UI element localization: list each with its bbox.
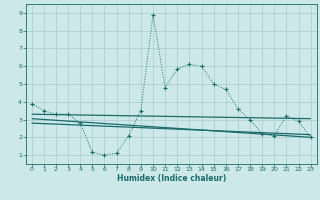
X-axis label: Humidex (Indice chaleur): Humidex (Indice chaleur) bbox=[116, 174, 226, 183]
